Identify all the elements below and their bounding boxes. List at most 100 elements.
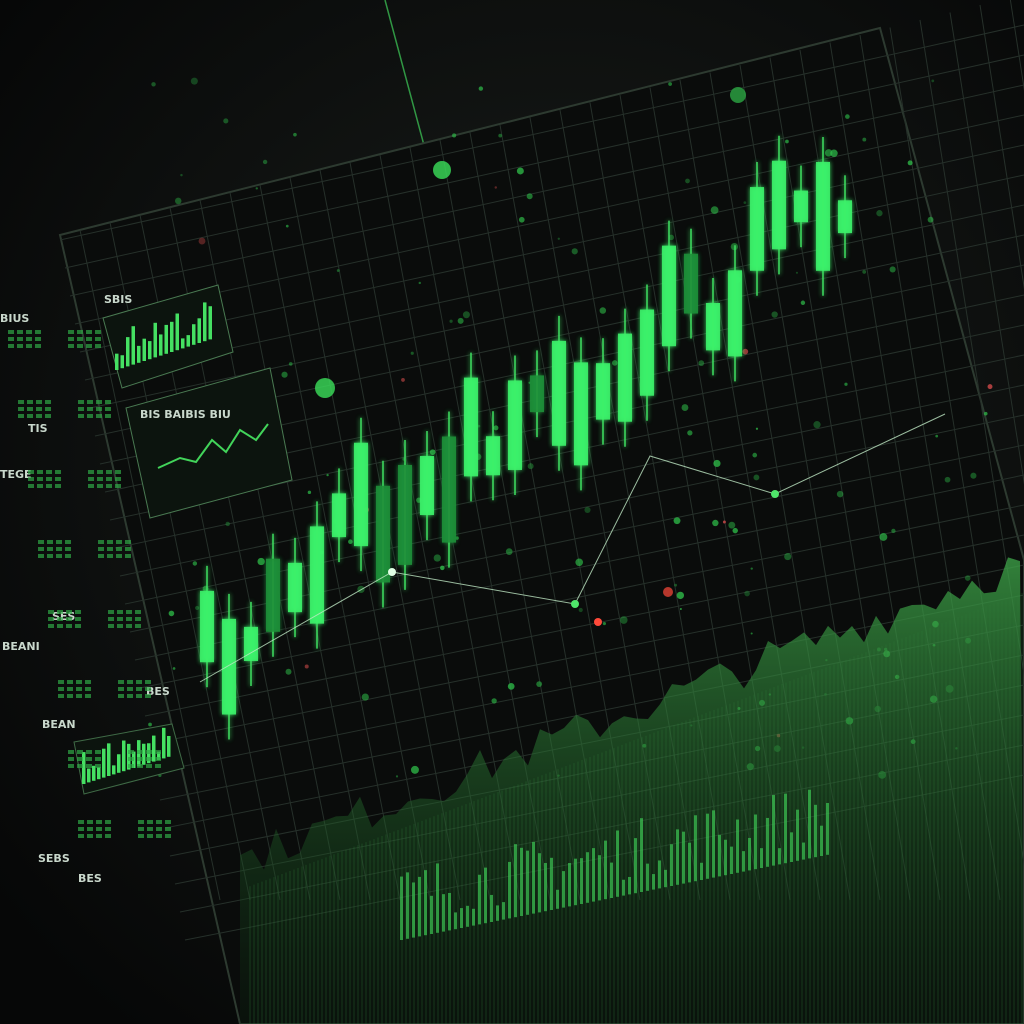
volume-bar	[472, 908, 475, 926]
side-cell	[106, 470, 112, 474]
volume-bar	[478, 874, 481, 925]
side-cell	[87, 400, 93, 404]
speck	[192, 561, 198, 566]
speck	[964, 575, 971, 581]
side-cell	[96, 820, 102, 824]
speck	[307, 490, 312, 495]
side-label: BES	[78, 872, 102, 885]
speck	[674, 583, 678, 587]
speck	[752, 452, 758, 458]
side-cell	[95, 757, 101, 761]
speck	[935, 434, 939, 438]
side-cell	[98, 547, 104, 551]
volume-bar	[436, 863, 439, 933]
speck	[262, 159, 268, 165]
side-cell	[128, 764, 134, 768]
volume-bar	[730, 846, 733, 874]
candle	[552, 340, 566, 446]
side-cell	[125, 540, 131, 544]
side-cell	[76, 680, 82, 684]
side-cell	[126, 617, 132, 621]
side-cell	[57, 624, 63, 628]
volume-bar	[598, 855, 601, 901]
side-cell	[38, 540, 44, 544]
side-cell	[106, 484, 112, 488]
side-cell	[118, 680, 124, 684]
side-cell	[87, 827, 93, 831]
side-cell	[155, 750, 161, 754]
side-cell	[75, 617, 81, 621]
speck	[410, 765, 419, 774]
mini-bar	[117, 754, 121, 773]
point	[388, 568, 396, 576]
candle	[442, 436, 456, 543]
volume-bar	[766, 817, 769, 867]
speck	[668, 82, 672, 86]
mini-bar	[181, 338, 185, 349]
side-cell	[105, 414, 111, 418]
side-cell	[57, 610, 63, 614]
speck	[722, 520, 726, 524]
speck	[293, 132, 297, 137]
side-cell	[35, 344, 41, 348]
candle	[618, 333, 632, 422]
side-cell	[126, 610, 132, 614]
side-cell	[146, 750, 152, 754]
mini-bar	[131, 326, 135, 365]
candle	[376, 485, 390, 583]
grid-line	[919, 19, 1024, 677]
side-cell	[48, 617, 54, 621]
speck	[151, 82, 156, 87]
mini-bar	[197, 318, 201, 343]
speck	[755, 427, 759, 430]
side-cell	[28, 477, 34, 481]
speck	[698, 360, 705, 367]
speck	[795, 271, 798, 274]
side-cell	[146, 757, 152, 761]
speck	[744, 590, 750, 597]
volume-bar	[754, 814, 757, 870]
volume-bar	[652, 874, 655, 890]
side-cell	[147, 827, 153, 831]
side-cell	[117, 624, 123, 628]
side-cell	[107, 540, 113, 544]
side-cell	[105, 407, 111, 411]
speck	[478, 86, 484, 91]
mini-bar	[82, 752, 86, 784]
side-cell	[68, 344, 74, 348]
speck	[944, 476, 951, 483]
side-cell	[68, 750, 74, 754]
speck	[742, 348, 749, 355]
volume-bar	[466, 905, 469, 927]
volume-bar	[460, 908, 463, 928]
mini-bar	[192, 324, 196, 345]
side-cell	[116, 547, 122, 551]
side-cell	[18, 414, 24, 418]
speck	[575, 558, 584, 567]
candle	[266, 558, 280, 632]
speck	[491, 698, 497, 704]
side-label: TIS	[28, 422, 48, 435]
volume-bar	[706, 813, 709, 879]
grid-line	[64, 54, 1024, 269]
mini-bar	[107, 743, 111, 776]
side-cell	[127, 694, 133, 698]
speck	[983, 411, 988, 416]
side-cell	[46, 477, 52, 481]
volume-bar	[562, 871, 565, 908]
candle	[684, 253, 698, 314]
mini-bar	[102, 748, 106, 778]
volume-bar	[538, 853, 541, 913]
side-label: BEANI	[2, 640, 40, 653]
side-cell	[8, 330, 14, 334]
side-cell	[76, 687, 82, 691]
side-cell	[77, 764, 83, 768]
side-cell	[107, 554, 113, 558]
speck	[784, 552, 792, 561]
side-cell	[37, 484, 43, 488]
side-cell	[85, 687, 91, 691]
side-cell	[67, 687, 73, 691]
side-cell	[87, 834, 93, 838]
side-cell	[75, 610, 81, 614]
grid-line	[79, 144, 1024, 353]
